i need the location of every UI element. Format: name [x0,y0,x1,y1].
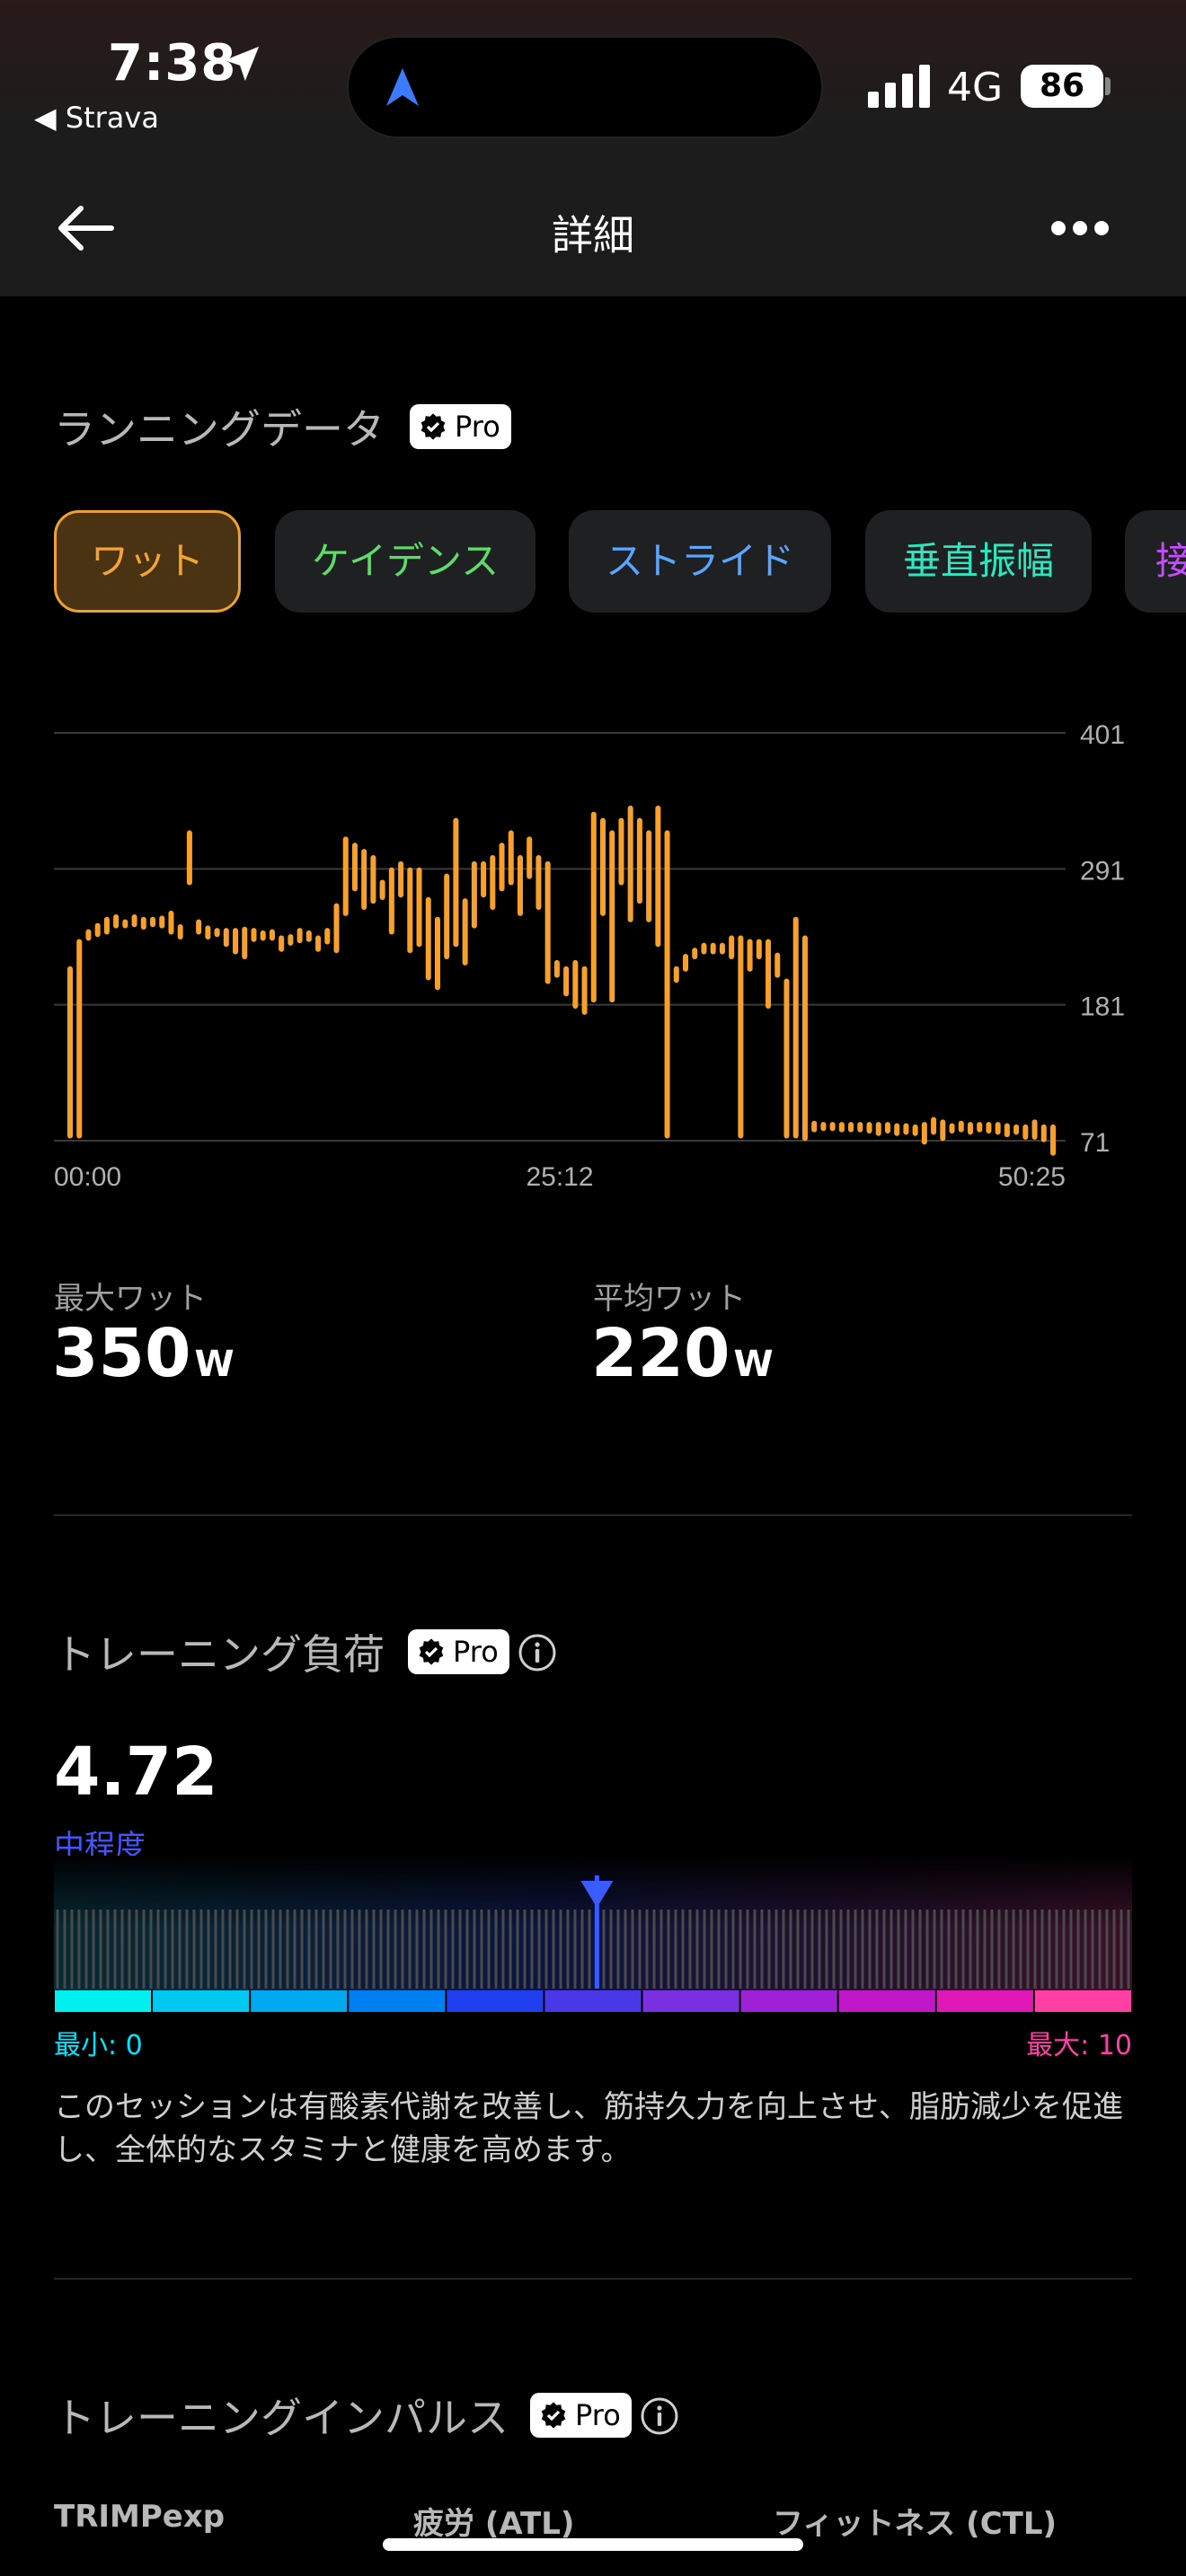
pro-label: Pro [575,2398,621,2432]
gauge-segment [838,1990,935,2012]
page-title: 詳細 [552,211,634,260]
impulse-column-trimp: TRIMPexp [54,2499,226,2535]
gauge-segment [1034,1990,1131,2012]
gauge-segment [349,1990,446,2012]
verified-badge-icon [541,2402,566,2429]
tab-vertical-oscillation[interactable]: 垂直振幅 [865,510,1092,613]
gauge-segment [544,1990,642,2012]
x-tick-label: 50:25 [998,1162,1066,1192]
avg-watts-value: 220 W [591,1315,774,1392]
pro-label: Pro [453,1635,499,1669]
max-watts-unit: W [194,1344,235,1385]
gauge-segment [740,1990,837,2012]
y-tick-label: 181 [1080,992,1125,1022]
info-icon[interactable] [640,2396,679,2436]
tab-watts[interactable]: ワット [54,510,241,613]
metric-tabs: ワット ケイデンス ストライド 垂直振幅 接 [54,510,1186,614]
info-icon[interactable] [518,1633,557,1672]
y-tick-label: 401 [1080,720,1125,750]
gauge-segment [642,1990,739,2012]
home-indicator[interactable] [383,2538,803,2551]
battery-level: 86 [1021,65,1103,108]
training-impulse-title: トレーニングインパルス [54,2394,509,2442]
training-load-description: このセッションは有酸素代謝を改善し、筋持久力を向上させ、脂肪減少を促進し、全体的… [54,2089,1123,2168]
training-load-value: 4.72 [54,1734,218,1811]
gauge-max-label: 最大: 10 [1026,2030,1132,2061]
tab-cadence[interactable]: ケイデンス [275,510,535,613]
verified-badge-icon [420,413,446,440]
gauge-segment [936,1990,1033,2012]
more-options-icon[interactable] [1049,217,1111,239]
section-divider [54,2278,1132,2280]
battery-tip [1105,77,1111,95]
gauge-segment [55,1990,152,2012]
pro-badge: Pro [530,2393,632,2438]
status-time: 7:38 [108,34,237,93]
status-bar: 7:38 ◀ Strava 4G 86 [0,0,1186,162]
avg-watts-label: 平均ワット [593,1281,746,1317]
strava-nav-arrow-icon [386,68,419,106]
gauge-segment [153,1990,250,2012]
max-watts-number: 350 [52,1315,191,1392]
impulse-column-ctl: フィットネス (CTL) [773,2506,1058,2542]
tab-stride[interactable]: ストライド [569,510,831,613]
watts-chart: 401 291 181 71 00:00 25:12 50:25 [54,720,1125,1192]
signal-icon [868,65,930,108]
avg-watts-unit: W [733,1344,774,1385]
y-tick-label: 71 [1080,1128,1110,1158]
location-arrow-icon [224,46,260,82]
x-tick-label: 00:00 [54,1162,121,1192]
max-watts-label: 最大ワット [54,1281,207,1317]
tab-ground-contact[interactable]: 接 [1125,510,1186,613]
gauge-min-label: 最小: 0 [54,2030,143,2061]
back-arrow-icon[interactable] [54,203,115,253]
dynamic-island [347,36,823,138]
pro-badge: Pro [408,1629,509,1674]
training-load-gauge [54,1856,1132,2012]
impulse-column-atl: 疲労 (ATL) [413,2506,575,2542]
pro-label: Pro [455,410,500,444]
back-to-app-link[interactable]: ◀ Strava [34,101,159,135]
gauge-marker-icon [580,1881,614,1908]
verified-badge-icon [419,1638,444,1665]
gauge-segment [447,1990,544,2012]
nav-bar: 詳細 [0,162,1186,296]
gauge-segment [251,1990,348,2012]
y-tick-label: 291 [1080,856,1125,886]
avg-watts-number: 220 [591,1315,730,1392]
section-divider [54,1514,1132,1516]
max-watts-value: 350 W [52,1315,235,1392]
running-data-title: ランニングデータ [54,405,385,454]
training-load-title: トレーニング負荷 [54,1630,385,1679]
x-tick-label: 25:12 [526,1162,593,1192]
pro-badge: Pro [410,404,511,449]
network-type: 4G [947,65,1004,110]
